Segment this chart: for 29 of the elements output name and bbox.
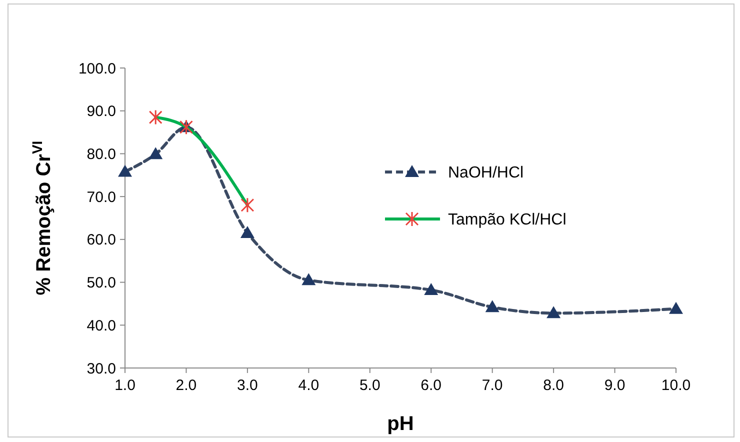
point — [240, 226, 254, 238]
x-tick-label: 9.0 — [604, 377, 626, 394]
y-tick-label: 70.0 — [86, 188, 116, 206]
x-tick-label: 5.0 — [359, 377, 380, 394]
x-tick-label: 2.0 — [176, 377, 197, 394]
legend-label: NaOH/HCl — [448, 164, 524, 182]
x-axis-title: pH — [387, 413, 414, 435]
point — [485, 300, 500, 312]
y-tick-label: 30.0 — [86, 360, 116, 378]
point — [118, 164, 132, 177]
point — [302, 273, 316, 286]
x-tick-label: 3.0 — [237, 377, 258, 394]
x-tick-label: 8.0 — [543, 377, 564, 394]
x-tick-label: 6.0 — [420, 377, 442, 394]
x-tick-label: 10.0 — [661, 377, 691, 394]
x-tick-label: 1.0 — [114, 377, 136, 394]
point — [424, 283, 438, 295]
y-tick-label: 90.0 — [86, 103, 116, 120]
point — [546, 306, 561, 318]
x-tick-label: 7.0 — [482, 377, 503, 394]
legend-label: Tampão KCl/HCl — [448, 212, 566, 229]
y-tick-label: 40.0 — [86, 317, 116, 334]
point — [669, 302, 683, 314]
y-tick-label: 50.0 — [86, 274, 116, 292]
point — [148, 147, 163, 160]
y-tick-label: 60.0 — [86, 232, 116, 249]
y-tick-label: 100.0 — [78, 60, 116, 78]
x-tick-label: 4.0 — [298, 377, 320, 394]
y-tick-label: 80.0 — [86, 146, 116, 163]
